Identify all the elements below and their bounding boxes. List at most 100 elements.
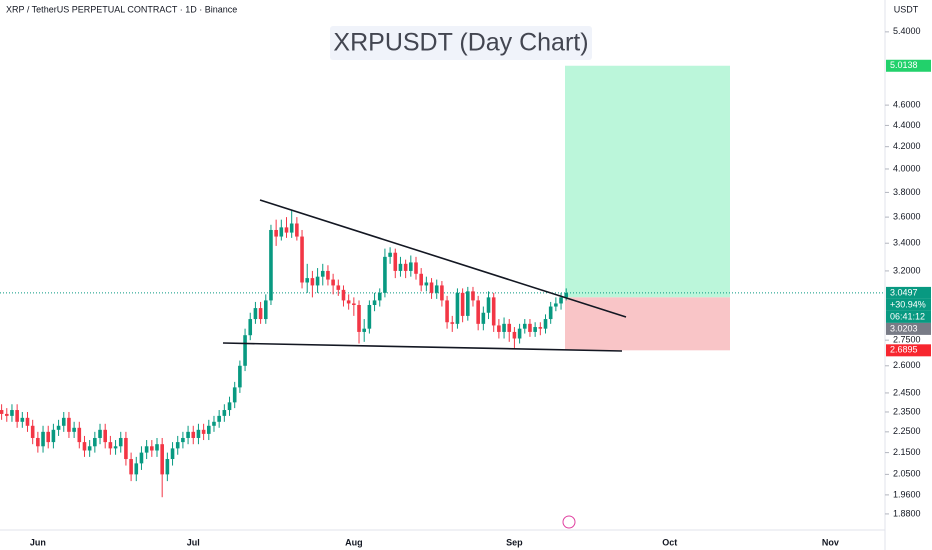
candle-body bbox=[466, 291, 470, 316]
candle-body bbox=[30, 425, 35, 438]
chart-title: XRPUSDT (Day Chart) bbox=[333, 29, 588, 57]
candle-body bbox=[538, 327, 543, 329]
x-tick-label: Aug bbox=[345, 537, 363, 547]
candle-body bbox=[191, 431, 196, 438]
y-tick-label: 3.4000 bbox=[893, 238, 921, 248]
candle-body bbox=[367, 304, 372, 329]
y-tick-label: 4.6000 bbox=[893, 99, 921, 109]
countdown-label-bg bbox=[886, 310, 931, 323]
candle-body bbox=[409, 262, 413, 271]
candle-body bbox=[139, 452, 144, 464]
candle-body bbox=[232, 387, 237, 403]
candle-body bbox=[129, 459, 133, 475]
candle-body bbox=[403, 263, 408, 271]
candle-body bbox=[522, 323, 527, 329]
candle-body bbox=[481, 312, 486, 324]
last-price-label-bg bbox=[886, 286, 931, 299]
candle-body bbox=[502, 323, 506, 332]
countdown-label: 06:41:12 bbox=[890, 311, 925, 321]
candle-body bbox=[512, 331, 517, 339]
y-tick-label: 4.0000 bbox=[893, 163, 921, 173]
candle-body bbox=[284, 227, 289, 233]
entry-label: 3.0203 bbox=[890, 323, 918, 333]
candle-body bbox=[491, 297, 496, 326]
candle-body bbox=[20, 417, 25, 422]
candle-body bbox=[67, 417, 71, 432]
candle-body bbox=[564, 292, 569, 298]
candle-body bbox=[181, 437, 185, 443]
profit-zone bbox=[565, 65, 730, 298]
candle-body bbox=[554, 303, 558, 307]
candle-body bbox=[331, 279, 335, 286]
candle-body bbox=[77, 427, 82, 443]
candle-body bbox=[41, 431, 45, 447]
y-tick-label: 3.8000 bbox=[893, 187, 921, 197]
candle-body bbox=[155, 444, 159, 451]
candle-body bbox=[61, 417, 66, 426]
symbol-header: XRP / TetherUS PERPETUAL CONTRACT · 1D ·… bbox=[6, 4, 237, 14]
candle-body bbox=[310, 278, 315, 286]
candle-body bbox=[471, 291, 475, 301]
candle-body bbox=[269, 229, 273, 301]
candle-body bbox=[243, 335, 247, 366]
candle-body bbox=[414, 262, 418, 274]
candle-body bbox=[82, 442, 87, 451]
trendline-upper bbox=[259, 199, 627, 318]
stop-label-bg bbox=[886, 344, 931, 357]
y-tick-label: 1.8800 bbox=[893, 508, 921, 518]
candle-body bbox=[36, 437, 40, 447]
candle-body bbox=[0, 410, 4, 414]
candle-body bbox=[295, 223, 299, 237]
candle-body bbox=[93, 437, 97, 447]
candle-body bbox=[476, 300, 480, 324]
candle-body bbox=[165, 459, 170, 475]
y-tick-label: 2.0500 bbox=[893, 469, 921, 479]
candle-body bbox=[263, 300, 268, 320]
candle-body bbox=[336, 285, 341, 290]
y-tick-label: 4.4000 bbox=[893, 120, 921, 130]
candle-body bbox=[315, 276, 320, 286]
title-background bbox=[330, 26, 592, 60]
candle-body bbox=[238, 365, 242, 388]
y-tick-label: 2.6000 bbox=[893, 360, 921, 370]
candle-body bbox=[201, 429, 206, 434]
candle-body bbox=[144, 446, 149, 453]
x-tick-label: Jun bbox=[30, 537, 46, 547]
candle-body bbox=[103, 429, 107, 443]
candle-body bbox=[341, 289, 346, 301]
target-label: 5.0138 bbox=[890, 60, 918, 70]
x-tick-label: Sep bbox=[506, 537, 523, 547]
candle-body bbox=[393, 252, 398, 271]
candle-body bbox=[357, 304, 361, 332]
candle-body bbox=[72, 427, 76, 432]
candle-body bbox=[25, 417, 30, 426]
candle-body bbox=[150, 446, 154, 451]
candle-body bbox=[450, 322, 455, 324]
candle-body bbox=[15, 410, 19, 422]
x-tick-label: Nov bbox=[822, 537, 839, 547]
stop-label: 2.6895 bbox=[890, 345, 918, 355]
candle-body bbox=[517, 328, 522, 339]
event-icon[interactable] bbox=[562, 515, 576, 529]
candle-body bbox=[548, 306, 553, 320]
candle-body bbox=[352, 303, 356, 305]
candle-body bbox=[419, 273, 423, 286]
candle-body bbox=[253, 308, 258, 320]
candle-body bbox=[217, 415, 221, 422]
y-tick-label: 1.9600 bbox=[893, 489, 921, 499]
candle-body bbox=[212, 421, 216, 426]
candle-body bbox=[160, 444, 164, 475]
candle-body bbox=[326, 270, 330, 280]
candle-body bbox=[175, 442, 180, 449]
candle-body bbox=[543, 319, 548, 329]
currency-label: USDT bbox=[894, 4, 919, 14]
candle-body bbox=[4, 413, 9, 416]
candle-body bbox=[227, 402, 232, 411]
candle-body bbox=[305, 278, 310, 283]
y-tick-label: 2.2500 bbox=[893, 426, 921, 436]
candle-body bbox=[98, 429, 102, 438]
candle-body bbox=[486, 297, 491, 313]
candle-body bbox=[398, 263, 403, 271]
